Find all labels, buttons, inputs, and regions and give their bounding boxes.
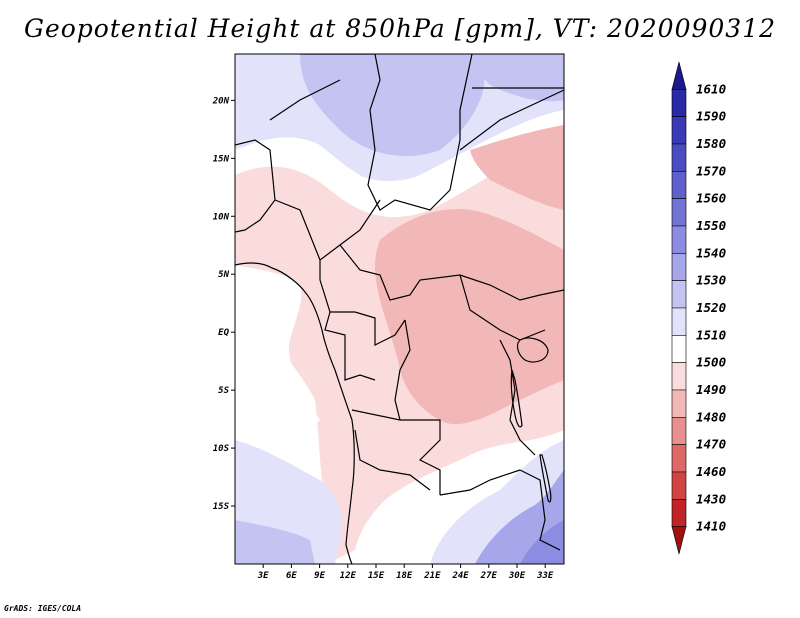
colorbar-swatch	[671, 89, 687, 117]
lake-malawi	[539, 454, 552, 503]
y-tick-label: EQ	[218, 328, 229, 338]
colorbar-swatch	[671, 225, 687, 254]
y-tick-label: 15N	[213, 154, 230, 164]
colorbar-swatch	[671, 143, 687, 172]
x-tick-label: 21E	[423, 571, 441, 581]
colorbar-swatch	[671, 335, 687, 363]
colorbar-label: 1480	[696, 409, 726, 424]
colorbar-swatch	[671, 307, 687, 336]
chart-title: Geopotential Height at 850hPa [gpm], VT:…	[23, 14, 777, 43]
field-north-east	[470, 125, 564, 210]
colorbar-swatch	[671, 198, 687, 227]
colorbar-label: 1500	[696, 355, 726, 370]
colorbar-swatch	[671, 526, 687, 555]
field-guinea-coast	[235, 265, 320, 440]
plot-frame	[234, 53, 565, 565]
field-mozambique-1550	[520, 520, 564, 564]
colorbar-label: 1410	[696, 519, 726, 534]
x-tick-label: 18E	[396, 571, 413, 581]
colorbar-swatch	[671, 280, 687, 309]
border-lines	[235, 54, 564, 551]
x-tick-label: 9E	[314, 571, 325, 581]
field-sahara-core	[300, 54, 485, 157]
colorbar-label: 1590	[696, 109, 726, 124]
colorbar-swatch	[671, 61, 687, 90]
colorbar-swatch	[671, 362, 687, 391]
x-tick-label: 33E	[536, 571, 554, 581]
x-tick-label: 24E	[451, 571, 469, 581]
y-tick-label: 10N	[213, 212, 230, 222]
colorbar-label: 1550	[696, 218, 726, 233]
colorbar-label: 1580	[696, 136, 726, 151]
map-boundaries	[235, 54, 564, 564]
colorbar-label: 1430	[696, 491, 726, 506]
colorbar-swatch	[671, 499, 687, 527]
x-tick-label: 15E	[368, 571, 385, 581]
colorbar-swatch	[671, 471, 687, 500]
colorbar-swatch	[671, 171, 687, 199]
y-tick-label: 20N	[212, 96, 230, 106]
x-tick-label: 12E	[340, 571, 357, 581]
credit-text: GrADS: IGES/COLA	[4, 604, 82, 613]
coastline	[235, 262, 355, 564]
colorbar-label: 1540	[696, 245, 726, 260]
colorbar-label: 1460	[696, 464, 726, 479]
x-axis: 3E 6E 9E 12E 15E 18E 21E 24E 27E 30E 33E	[257, 564, 554, 581]
y-tick-label: 10S	[213, 444, 230, 454]
colorbar-label: 1470	[696, 437, 726, 452]
x-tick-label: 6E	[286, 571, 297, 581]
field-sahara-nw	[235, 54, 300, 110]
lake-tanganyika	[510, 369, 523, 428]
lake-victoria	[516, 337, 549, 363]
field-congo-basin	[375, 209, 564, 425]
x-tick-label: 3E	[257, 571, 269, 581]
colorbar-swatch	[671, 417, 687, 445]
x-tick-label: 30E	[508, 571, 526, 581]
colorbar-label: 1520	[696, 300, 726, 315]
colorbar-label: 1610	[696, 81, 726, 96]
field-south-atlantic-deep	[235, 520, 315, 564]
x-tick-label: 27E	[480, 571, 498, 581]
y-axis: 20N 15N 10N 5N EQ 5S 10S 15S	[212, 96, 235, 512]
colorbar-swatch	[671, 116, 687, 145]
y-tick-label: 15S	[213, 502, 230, 512]
colorbar-label: 1560	[696, 191, 726, 206]
y-tick-label: 5N	[218, 270, 229, 280]
colorbar-label: 1510	[696, 327, 726, 342]
map-field	[235, 54, 564, 564]
field-sahara-ne	[470, 54, 564, 102]
colorbar-swatch	[671, 444, 687, 473]
colorbar-swatch	[671, 389, 687, 418]
colorbar-swatch	[671, 253, 687, 281]
colorbar-label: 1570	[696, 163, 726, 178]
colorbar: 1610 1590 1580 1570 1560 1550 1540 1530 1520 1510…	[671, 61, 726, 555]
colorbar-label: 1530	[696, 273, 726, 288]
y-tick-label: 5S	[218, 386, 229, 396]
colorbar-label: 1490	[696, 382, 726, 397]
